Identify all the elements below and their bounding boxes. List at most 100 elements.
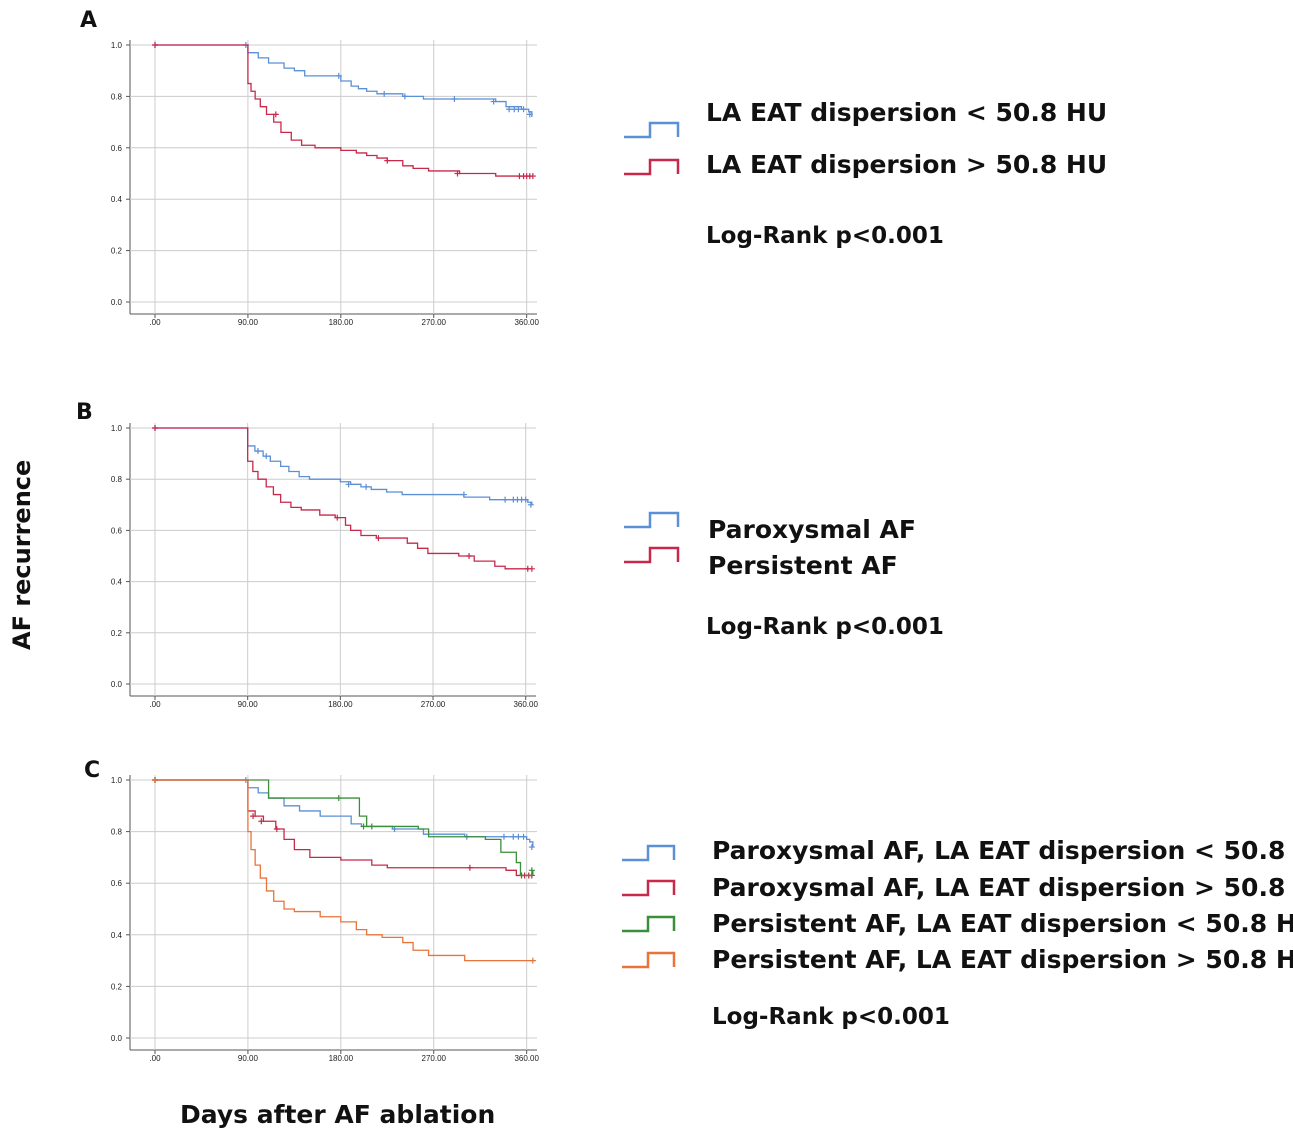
panel-letter-a: A — [80, 8, 98, 33]
censor-mark — [258, 818, 265, 825]
censor-mark — [263, 453, 270, 460]
censor-mark — [335, 795, 342, 802]
series-line-3 — [155, 779, 534, 877]
censor-mark — [529, 173, 536, 180]
y-tick-label: 0.6 — [111, 879, 123, 888]
censor-mark — [466, 864, 473, 871]
y-tick-label: 0.0 — [111, 1034, 123, 1043]
y-tick-label: 0.2 — [111, 629, 123, 638]
censor-mark — [490, 98, 497, 105]
series-line-2 — [155, 44, 532, 177]
legend-a-blue-icon — [624, 121, 680, 139]
x-tick-label: 270.00 — [422, 318, 447, 327]
x-tick-label: 180.00 — [329, 318, 354, 327]
series-line-2 — [155, 427, 531, 570]
legend-step-mark — [622, 951, 676, 969]
censor-mark — [529, 957, 536, 964]
legend-b-blue-icon — [624, 511, 680, 529]
legend-b-item-1: Paroxysmal AF — [708, 515, 916, 544]
logrank-a: Log-Rank p<0.001 — [706, 223, 944, 249]
censor-mark — [335, 72, 342, 79]
km-chart-b: 0.0 0.2 0.4 0.6 0.8 1.0 .00 90.00 180.00 270.00 36… — [111, 423, 538, 709]
censor-mark — [520, 833, 527, 840]
y-tick-label: 0.6 — [111, 526, 123, 535]
y-tick-label: 0.8 — [111, 828, 123, 837]
legend-c-item-1: Paroxysmal AF, LA EAT dispersion < 50.8 … — [712, 836, 1293, 865]
legend-c-blue-icon — [622, 844, 676, 862]
censor-mark — [254, 448, 261, 455]
legend-step-mark — [624, 546, 680, 564]
series-line-1 — [155, 779, 534, 848]
censor-mark — [334, 514, 341, 521]
censor-mark — [460, 491, 467, 498]
censor-mark — [152, 425, 158, 431]
y-tick-label: 0.4 — [111, 578, 123, 587]
y-tick-label: 0.4 — [111, 195, 123, 204]
y-tick-label: 1.0 — [111, 776, 123, 785]
y-tick-label: 0.2 — [111, 982, 123, 991]
y-tick-label: 0.2 — [111, 247, 123, 256]
km-chart-c: 0.0 0.2 0.4 0.6 0.8 1.0 .00 90.00 180.00 270.00 36… — [111, 775, 539, 1063]
censor-mark — [515, 106, 522, 113]
panel-letter-c: C — [84, 758, 101, 783]
x-tick-label: 90.00 — [238, 1054, 259, 1063]
legend-c-green-icon — [622, 915, 676, 933]
series-line-1 — [155, 427, 533, 505]
legend-a-item-1: LA EAT dispersion < 50.8 HU — [706, 98, 1108, 127]
x-tick-label: 180.00 — [328, 700, 353, 709]
legend-step-mark — [624, 511, 680, 529]
censor-mark — [527, 501, 534, 508]
censor-mark — [515, 833, 522, 840]
censor-mark — [381, 90, 388, 97]
legend-step-mark — [622, 844, 676, 862]
censor-mark — [454, 170, 461, 177]
legend-step-mark — [622, 915, 676, 933]
legend-a-item-2: LA EAT dispersion > 50.8 HU — [706, 150, 1108, 179]
censor-mark — [500, 833, 507, 840]
legend-step-mark — [624, 121, 680, 139]
legend-step-mark — [624, 158, 680, 176]
y-tick-label: 0.8 — [111, 475, 123, 484]
series-line-4 — [155, 779, 532, 962]
panel-letter-b: B — [76, 400, 93, 425]
x-tick-label: 90.00 — [238, 318, 259, 327]
legend-c-orange-icon — [622, 951, 676, 969]
legend-b-item-2: Persistent AF — [708, 551, 898, 580]
y-axis-label: AF recurrence — [8, 459, 36, 650]
censor-mark — [528, 844, 535, 851]
censor-mark — [528, 867, 535, 874]
y-tick-label: 1.0 — [111, 424, 123, 433]
y-tick-label: 0.0 — [111, 680, 123, 689]
x-tick-label: 360.00 — [513, 700, 538, 709]
legend-c-item-3: Persistent AF, LA EAT dispersion < 50.8 … — [712, 909, 1293, 938]
km-chart-a: 0.0 0.2 0.4 0.6 0.8 1.0 .00 90.00 180.00 270.00 36… — [111, 40, 539, 327]
y-tick-label: 0.8 — [111, 92, 123, 101]
censor-mark — [522, 496, 529, 503]
x-tick-label: 270.00 — [422, 1054, 447, 1063]
legend-b-red-icon — [624, 546, 680, 564]
censor-mark — [510, 833, 517, 840]
series-line-1 — [155, 44, 533, 117]
legend-c-item-4: Persistent AF, LA EAT dispersion > 50.8 … — [712, 945, 1293, 974]
censor-mark — [250, 813, 257, 820]
censor-mark — [345, 481, 352, 488]
censor-mark — [360, 823, 367, 830]
x-tick-label: 90.00 — [238, 700, 259, 709]
y-tick-label: 0.6 — [111, 144, 123, 153]
censor-mark — [466, 553, 473, 559]
censor-mark — [272, 111, 279, 118]
y-tick-label: 1.0 — [111, 41, 123, 50]
censor-mark — [528, 565, 535, 572]
logrank-c: Log-Rank p<0.001 — [712, 1004, 950, 1030]
x-tick-label: .00 — [149, 700, 161, 709]
y-tick-label: 0.0 — [111, 298, 123, 307]
x-tick-label: 360.00 — [514, 318, 539, 327]
censor-mark — [363, 483, 370, 490]
series-line-2 — [155, 779, 532, 877]
logrank-b: Log-Rank p<0.001 — [706, 614, 944, 640]
x-tick-label: .00 — [149, 318, 161, 327]
censor-mark — [451, 95, 458, 102]
censor-mark — [273, 826, 280, 833]
y-tick-label: 0.4 — [111, 931, 123, 940]
x-tick-label: .00 — [149, 1054, 161, 1063]
